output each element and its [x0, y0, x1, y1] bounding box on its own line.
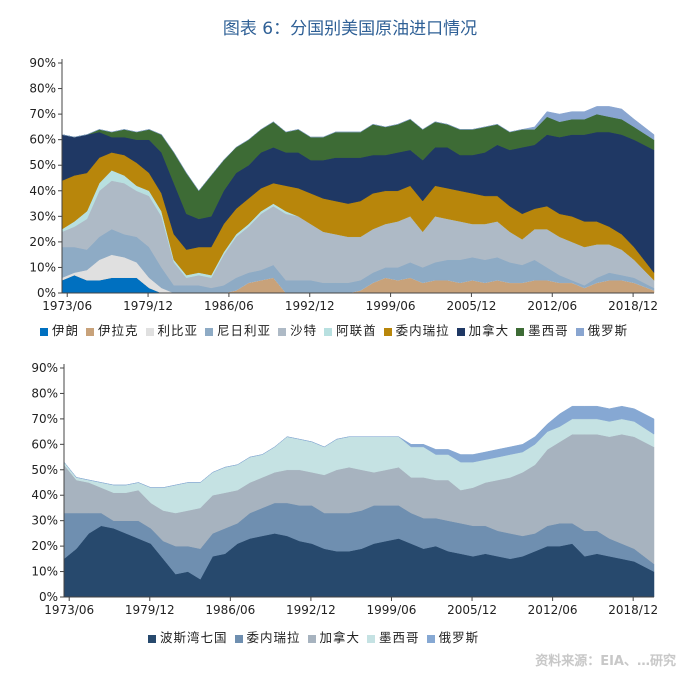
c2-xtick-6: 2012/06 — [528, 603, 578, 617]
c1-legend-item-6: 委内瑞拉 — [383, 320, 450, 339]
c1-ytick-3: 30% — [29, 209, 56, 223]
c1-legend-item-1: 伊拉克 — [86, 320, 139, 339]
c1-xtick-7: 2018/12 — [608, 299, 658, 313]
c2-ytick-3: 30% — [31, 514, 58, 528]
c1-legend-item-3: 尼日利亚 — [205, 320, 271, 339]
c2-ytick-8: 80% — [31, 386, 58, 400]
c1-xtick-4: 1999/06 — [366, 299, 416, 313]
c1-legend-swatch-6 — [383, 327, 392, 336]
c2-xtick-2: 1986/06 — [205, 603, 255, 617]
c2-legend-label-0: 波斯湾七国 — [160, 630, 228, 645]
c1-ytick-9: 90% — [29, 56, 56, 70]
c1-legend-item-4: 沙特 — [278, 320, 317, 339]
c1-legend-swatch-9 — [575, 327, 584, 336]
c1-legend-swatch-5 — [324, 327, 333, 336]
c1-legend-label-6: 委内瑞拉 — [395, 323, 450, 338]
c2-legend-swatch-4 — [426, 634, 435, 643]
c1-ytick-8: 80% — [29, 82, 56, 96]
c2-ytick-2: 20% — [31, 539, 58, 553]
c1-xtick-2: 1986/06 — [204, 299, 254, 313]
c2-legend-item-3: 墨西哥 — [367, 627, 420, 646]
page-title: 图表 6：分国别美国原油进口情况 — [222, 19, 478, 39]
c2-legend-label-4: 俄罗斯 — [438, 630, 480, 645]
c1-legend-label-1: 伊拉克 — [98, 323, 139, 338]
c1-legend-swatch-2 — [145, 327, 154, 336]
c2-legend-item-1: 委内瑞拉 — [234, 627, 301, 646]
c2-xtick-1: 1979/12 — [125, 603, 175, 617]
c2-ytick-9: 90% — [31, 361, 58, 375]
c1-legend-item-9: 俄罗斯 — [575, 320, 629, 339]
c1-xtick-0: 1973/06 — [42, 299, 92, 313]
c1-ytick-5: 50% — [29, 158, 56, 172]
c2-ytick-4: 40% — [31, 488, 58, 502]
c1-xtick-5: 2005/12 — [446, 299, 496, 313]
c2-xtick-3: 1992/12 — [286, 603, 336, 617]
c2-xtick-0: 1973/06 — [44, 603, 94, 617]
c2-legend-item-0: 波斯湾七国 — [148, 627, 228, 646]
legend-chart2: 波斯湾七国 委内瑞拉 加拿大 墨西哥 俄罗斯 — [148, 627, 700, 646]
c2-ytick-5: 50% — [31, 463, 58, 477]
chart-imports-by-region: 0% 10% 20% 30% 40% 50% 60% 70% 80% 90% 1973/06 1979… — [31, 361, 658, 617]
watermark: 资料来源：EIA、…研究 — [535, 654, 676, 669]
c1-legend-label-4: 沙特 — [290, 323, 318, 338]
c1-ytick-6: 60% — [29, 133, 56, 147]
c1-legend-swatch-8 — [516, 327, 525, 336]
c1-legend-item-0: 伊朗 — [40, 320, 79, 339]
c1-legend-label-2: 利比亚 — [157, 323, 199, 338]
c2-legend-label-3: 墨西哥 — [379, 630, 420, 645]
c1-legend-label-5: 阿联酋 — [336, 323, 377, 338]
c1-xtick-3: 1992/12 — [285, 299, 335, 313]
c1-ytick-1: 10% — [29, 260, 56, 274]
c1-ytick-4: 40% — [29, 184, 56, 198]
c1-legend-item-8: 墨西哥 — [516, 320, 569, 339]
legend-chart1: 伊朗 伊拉克 利比亚 尼日利亚 沙特 阿联酋 委内瑞拉 加拿大 墨西哥 俄罗斯 — [40, 320, 700, 339]
c1-ytick-7: 70% — [29, 107, 56, 121]
c2-ytick-1: 10% — [31, 565, 58, 579]
c2-xtick-4: 1999/06 — [367, 603, 417, 617]
c2-legend-item-4: 俄罗斯 — [426, 627, 480, 646]
c1-legend-label-9: 俄罗斯 — [587, 323, 629, 338]
chart-imports-by-country: 0% 10% 20% 30% 40% 50% 60% 70% 80% 90% 1973/06 1979… — [29, 56, 658, 313]
c1-legend-label-7: 加拿大 — [468, 323, 510, 338]
c1-legend-label-3: 尼日利亚 — [217, 323, 272, 338]
c2-legend-swatch-3 — [367, 634, 376, 643]
c1-legend-item-5: 阿联酋 — [324, 320, 377, 339]
c1-ytick-2: 20% — [29, 235, 56, 249]
c1-legend-item-2: 利比亚 — [145, 320, 199, 339]
c1-area-9 — [61, 106, 655, 192]
c1-xtick-6: 2012/06 — [527, 299, 577, 313]
c2-ytick-0: 0% — [39, 590, 58, 604]
c1-legend-swatch-0 — [40, 327, 48, 336]
c2-legend-label-1: 委内瑞拉 — [246, 630, 301, 645]
c1-xtick-1: 1979/12 — [123, 299, 173, 313]
c1-legend-swatch-7 — [456, 327, 465, 336]
c2-legend-swatch-2 — [307, 634, 316, 643]
c1-legend-swatch-1 — [86, 327, 95, 336]
c2-ytick-7: 70% — [31, 412, 58, 426]
c2-legend-swatch-0 — [148, 634, 156, 643]
c2-legend-swatch-1 — [234, 634, 243, 643]
c2-ytick-6: 60% — [31, 437, 58, 451]
c2-legend-item-2: 加拿大 — [307, 627, 361, 646]
c2-xtick-5: 2005/12 — [447, 603, 497, 617]
c1-legend-label-0: 伊朗 — [52, 323, 80, 338]
c1-legend-swatch-4 — [278, 327, 287, 336]
c2-legend-label-2: 加拿大 — [319, 630, 361, 645]
c1-legend-swatch-3 — [205, 327, 214, 336]
c2-xtick-7: 2018/12 — [608, 603, 658, 617]
c1-ytick-0: 0% — [37, 286, 56, 300]
c1-legend-label-8: 墨西哥 — [528, 323, 569, 338]
c2-area-4 — [63, 405, 655, 488]
c1-legend-item-7: 加拿大 — [456, 320, 510, 339]
